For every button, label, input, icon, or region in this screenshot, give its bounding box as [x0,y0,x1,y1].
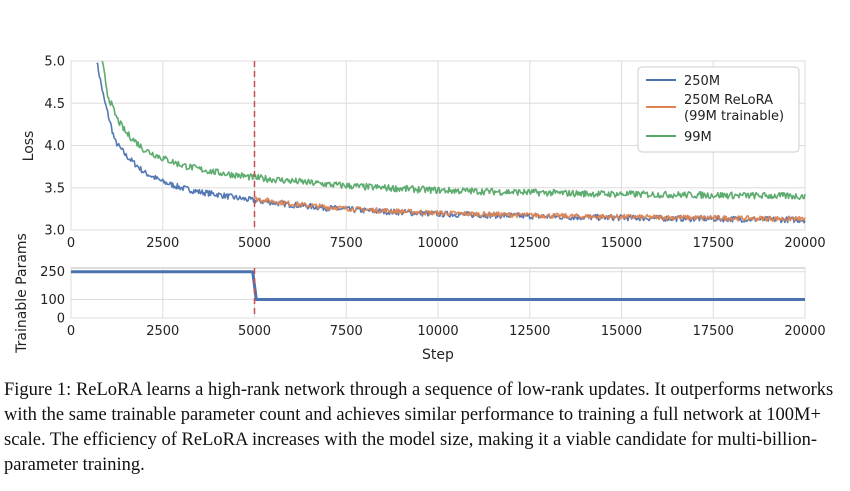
params-x-tick-label: 17500 [693,324,734,339]
legend-label-99m: 99M [684,130,712,145]
loss-y-axis-label: Loss [21,131,37,162]
legend-label-250m-relora: 250M ReLoRA (99M trainable) [684,93,784,124]
params-y-tick-label: 0 [57,312,65,327]
relora-figure: 0 2500 5000 7500 10000 12500 15000 17500 20000 3… [14,55,826,364]
params-x-tick-label: 0 [67,324,75,339]
params-x-axis-label: Step [422,347,454,363]
loss-x-tick-label: 15000 [601,236,642,251]
loss-series-250m-relora [253,196,806,222]
loss-y-tick-label: 5.0 [44,55,65,70]
params-y-tick-label: 250 [40,265,65,280]
legend-label-250m: 250M [684,74,720,89]
params-series-lines [71,270,805,301]
params-x-tick-label: 2500 [146,324,179,339]
legend: 250M 250M ReLoRA (99M trainable) 99M [637,66,800,153]
params-series-params [71,270,805,301]
loss-panel: 0 2500 5000 7500 10000 12500 15000 17500 20000 3… [21,55,826,252]
loss-x-ticks: 0 2500 5000 7500 10000 12500 15000 17500 20000 [67,236,826,251]
params-panel: 0 2500 5000 7500 10000 12500 15000 17500 20000 0… [14,233,826,363]
params-y-tick-label: 100 [40,293,65,308]
loss-x-tick-label: 2500 [146,236,179,251]
params-x-ticks: 0 2500 5000 7500 10000 12500 15000 17500 20000 [67,324,826,339]
loss-y-tick-label: 3.5 [44,181,65,196]
params-x-tick-label: 5000 [238,324,271,339]
params-x-tick-label: 10000 [417,324,458,339]
params-y-axis-label: Trainable Params [14,233,30,354]
loss-y-tick-label: 3.0 [44,224,65,239]
loss-x-tick-label: 10000 [417,236,458,251]
params-x-tick-label: 15000 [601,324,642,339]
loss-x-tick-label: 20000 [784,236,825,251]
loss-x-tick-label: 17500 [693,236,734,251]
params-x-tick-label: 12500 [509,324,550,339]
legend-box [637,66,800,153]
params-x-tick-label: 20000 [784,324,825,339]
loss-grid [70,60,806,231]
loss-series-lines [96,60,806,224]
figure-caption: Figure 1: ReLoRA learns a high-rank netw… [4,380,834,475]
loss-x-tick-label: 12500 [509,236,550,251]
loss-y-tick-label: 4.0 [44,139,65,154]
loss-series-99m [101,60,806,201]
loss-y-ticks: 3.0 3.5 4.0 4.5 5.0 [44,55,65,239]
loss-x-tick-label: 5000 [238,236,271,251]
params-y-ticks: 0 100 250 [40,265,65,326]
loss-x-tick-label: 0 [67,236,75,251]
loss-x-tick-label: 7500 [330,236,363,251]
loss-y-tick-label: 4.5 [44,97,65,112]
params-x-tick-label: 7500 [330,324,363,339]
